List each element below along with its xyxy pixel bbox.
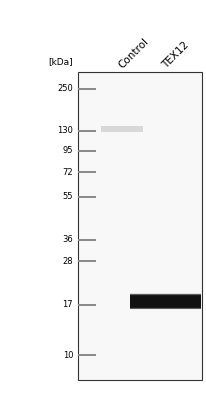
Bar: [78, 72, 202, 380]
Text: 17: 17: [62, 300, 73, 309]
Bar: [101, 126, 143, 132]
Text: Control: Control: [117, 36, 151, 70]
Text: 72: 72: [62, 168, 73, 177]
Text: 95: 95: [63, 146, 73, 155]
Text: 55: 55: [63, 192, 73, 201]
Text: TEX12: TEX12: [160, 40, 191, 70]
Text: [kDa]: [kDa]: [48, 57, 73, 66]
Text: 10: 10: [63, 351, 73, 360]
Text: 250: 250: [57, 84, 73, 94]
Text: 130: 130: [57, 126, 73, 135]
Text: 36: 36: [62, 235, 73, 244]
Text: 28: 28: [62, 257, 73, 266]
